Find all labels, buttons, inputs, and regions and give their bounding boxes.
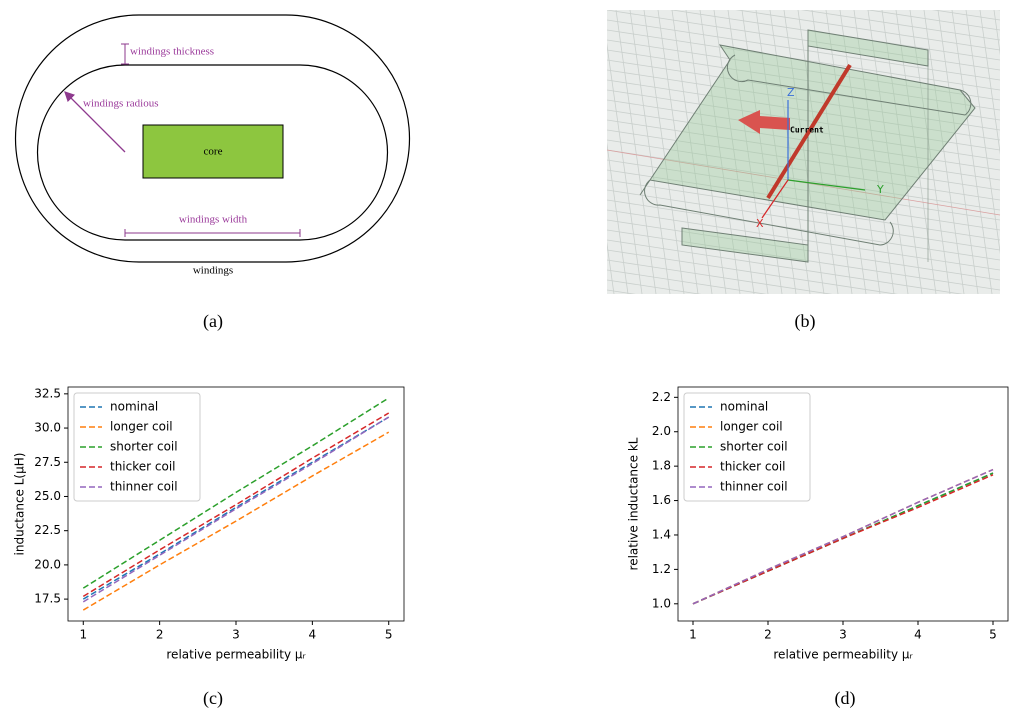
y-label: Y — [876, 183, 884, 196]
z-label: Z — [787, 86, 795, 99]
x-tick-label: 2 — [764, 628, 772, 642]
grid-stroke — [294, 10, 334, 294]
grid-stroke — [322, 10, 362, 294]
grid-stroke — [448, 10, 488, 294]
grid-stroke — [490, 10, 530, 294]
y-tick-label: 2.0 — [652, 424, 671, 438]
legend-label: shorter coil — [110, 440, 178, 454]
y-tick-label: 1.0 — [652, 596, 671, 610]
x-tick-label: 5 — [385, 628, 393, 642]
x-tick-label: 4 — [309, 628, 317, 642]
grid-stroke — [364, 10, 404, 294]
panel-a: core windings thickness windings radious… — [15, 15, 409, 332]
grid-stroke — [560, 10, 600, 294]
grid-stroke — [607, 0, 1000, 10]
y-tick-label: 20.0 — [34, 557, 61, 571]
x-label: X — [756, 217, 764, 230]
y-tick-label: 1.4 — [652, 527, 671, 541]
x-tick-label: 3 — [232, 628, 240, 642]
y-tick-label: 1.6 — [652, 493, 671, 507]
x-tick-label: 1 — [689, 628, 697, 642]
y-tick-label: 30.0 — [34, 421, 61, 435]
y-tick-label: 22.5 — [34, 523, 61, 537]
grid-stroke — [280, 10, 320, 294]
legend-label: thinner coil — [720, 480, 788, 494]
legend-label: longer coil — [110, 420, 173, 434]
grid-stroke — [1008, 10, 1015, 294]
legend-label: thicker coil — [110, 460, 176, 474]
y-axis-label: relative inductance kL — [627, 437, 641, 570]
grid-stroke — [532, 10, 572, 294]
y-tick-label: 27.5 — [34, 455, 61, 469]
y-tick-label: 1.2 — [652, 562, 671, 576]
y-tick-label: 2.2 — [652, 390, 671, 404]
grid-stroke — [308, 10, 348, 294]
y-tick-label: 32.5 — [34, 386, 61, 400]
panel-label: (d) — [835, 688, 856, 709]
x-tick-label: 4 — [914, 628, 922, 642]
panel-label: (a) — [203, 311, 223, 332]
width-label: windings width — [179, 214, 248, 226]
grid-stroke — [476, 10, 516, 294]
grid-stroke — [350, 10, 390, 294]
grid-stroke — [462, 10, 502, 294]
x-axis-label: relative permeability μᵣ — [773, 648, 913, 662]
grid-stroke — [392, 10, 432, 294]
grid-stroke — [336, 10, 376, 294]
core-label: core — [204, 146, 223, 158]
legend-label: thinner coil — [110, 480, 178, 494]
radius-label: windings radious — [83, 98, 158, 110]
grid-stroke — [406, 10, 446, 294]
x-axis-label: relative permeability μᵣ — [166, 648, 306, 662]
figure: core windings thickness windings radious… — [0, 0, 1015, 722]
current-label: Current — [790, 126, 824, 135]
y-tick-label: 25.0 — [34, 489, 61, 503]
legend-label: shorter coil — [720, 440, 788, 454]
panel-label: (b) — [795, 311, 816, 332]
windings-label: windings — [193, 265, 233, 277]
y-axis-label: inductance L(μH) — [13, 453, 27, 556]
panel-b: Current Z Y X (b) — [280, 0, 1015, 400]
grid-stroke — [607, 330, 1000, 390]
y-tick-label: 17.5 — [34, 592, 61, 606]
panel-label: (c) — [203, 688, 223, 709]
x-tick-label: 5 — [989, 628, 997, 642]
grid-stroke — [504, 10, 544, 294]
grid-stroke — [434, 10, 474, 294]
grid-stroke — [546, 10, 586, 294]
x-tick-label: 3 — [839, 628, 847, 642]
grid-stroke — [420, 10, 460, 294]
legend-label: nominal — [110, 400, 158, 414]
grid-stroke — [378, 10, 418, 294]
legend-label: nominal — [720, 400, 768, 414]
legend-label: longer coil — [720, 420, 783, 434]
legend-label: thicker coil — [720, 460, 786, 474]
thickness-label: windings thickness — [130, 46, 214, 58]
x-tick-label: 2 — [156, 628, 164, 642]
grid-stroke — [518, 10, 558, 294]
x-tick-label: 1 — [79, 628, 87, 642]
y-tick-label: 1.8 — [652, 459, 671, 473]
